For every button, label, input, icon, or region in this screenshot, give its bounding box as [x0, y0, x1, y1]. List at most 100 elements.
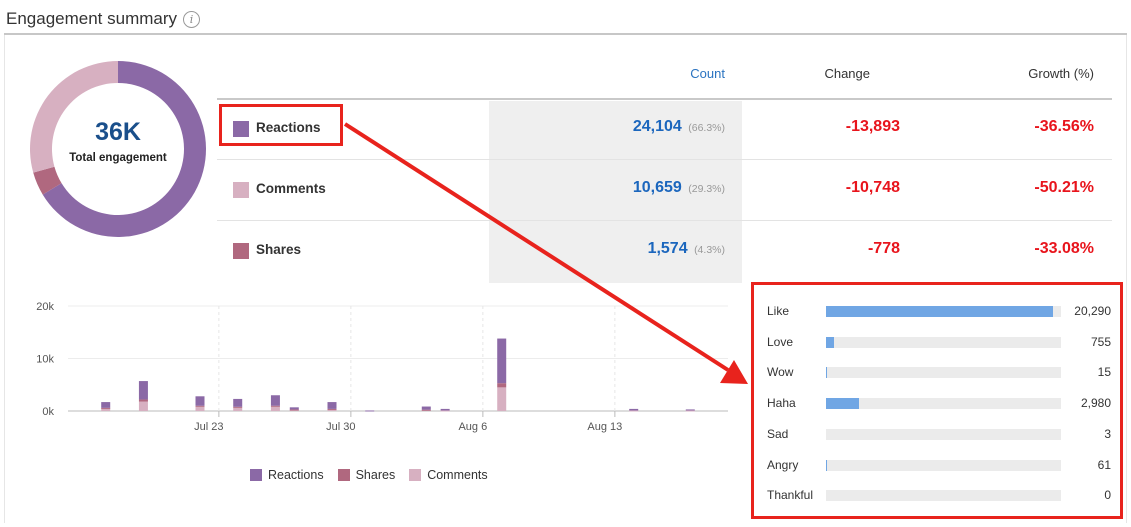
legend-item-comments[interactable]: Comments: [409, 468, 488, 482]
bar-shares[interactable]: [421, 409, 431, 411]
bar-reactions[interactable]: [138, 381, 148, 400]
bar-comments[interactable]: [138, 401, 148, 411]
reaction-bar-track: [826, 336, 1061, 348]
reaction-label: Like: [767, 304, 790, 318]
reaction-bar-track: [826, 459, 1061, 471]
bar-shares[interactable]: [327, 408, 337, 410]
legend-item-shares[interactable]: Shares: [337, 468, 395, 482]
y-tick-label: 20k: [36, 301, 54, 313]
bar-reactions[interactable]: [497, 338, 507, 384]
bar-comments[interactable]: [233, 407, 243, 411]
row-count-value: 24,104: [632, 118, 682, 135]
reaction-label: Sad: [767, 426, 789, 441]
reaction-bar-track: [826, 306, 1061, 317]
total-engagement-value: 36K: [95, 118, 141, 146]
info-icon[interactable]: i: [183, 10, 201, 28]
bar-shares[interactable]: [270, 405, 280, 407]
row-label: Shares: [256, 242, 302, 257]
row-change: -778: [867, 240, 900, 257]
legend-label: Comments: [427, 468, 488, 482]
reaction-label: Haha: [767, 396, 796, 411]
bar-reactions[interactable]: [327, 402, 337, 409]
row-divider: [217, 220, 1112, 221]
header-divider: [4, 33, 1127, 35]
total-engagement-label: Total engagement: [69, 152, 167, 164]
y-tick-label: 10k: [36, 354, 54, 366]
bar-comments[interactable]: [440, 410, 450, 412]
row-count-value: 10,659: [632, 179, 682, 196]
bar-comments[interactable]: [629, 410, 639, 412]
reaction-bar-track: [826, 490, 1061, 502]
reaction-bar-track: [826, 428, 1061, 440]
bar-reactions[interactable]: [421, 406, 431, 410]
legend-swatch-reactions: [250, 469, 262, 481]
reaction-label: Wow: [767, 365, 794, 380]
bar-shares[interactable]: [101, 407, 111, 409]
bar-shares[interactable]: [497, 383, 507, 388]
section-header: Engagement summary i: [6, 6, 201, 32]
reaction-value: 20,290: [1074, 304, 1111, 318]
reaction-value: 0: [1104, 488, 1111, 503]
table-row-shares[interactable]: Shares 1,574 (4.3%) -778 -33.08%: [217, 222, 1112, 282]
reaction-label: Love: [767, 334, 794, 349]
row-count: 1,574 (4.3%): [648, 240, 725, 258]
section-title: Engagement summary: [6, 9, 178, 28]
bar-reactions[interactable]: [101, 402, 111, 408]
change-header[interactable]: Change: [824, 66, 870, 81]
bar-shares[interactable]: [289, 409, 299, 411]
row-change: -13,893: [845, 118, 900, 135]
reaction-label: Thankful: [767, 488, 814, 503]
reaction-row-like: Like 20,290: [767, 301, 1111, 321]
reaction-label: Angry: [767, 457, 799, 472]
bar-reactions[interactable]: [195, 396, 205, 406]
bar-comments[interactable]: [101, 408, 111, 411]
reaction-bar-fill: [826, 398, 860, 410]
bar-comments[interactable]: [327, 409, 337, 411]
y-tick-label: 0k: [42, 406, 54, 418]
bar-reactions[interactable]: [629, 408, 639, 411]
table-row-comments[interactable]: Comments 10,659 (29.3%) -10,748 -50.21%: [217, 161, 1112, 221]
row-count-value: 1,574: [647, 240, 688, 257]
row-count-pct: (4.3%): [694, 244, 725, 256]
bar-comments[interactable]: [497, 387, 507, 411]
x-tick-label: Jul 30: [326, 421, 355, 433]
reaction-row-wow: Wow 15: [767, 362, 1111, 382]
reaction-row-love: Love 755: [767, 332, 1111, 352]
table-header-divider: [217, 98, 1112, 100]
reaction-value: 61: [1097, 457, 1111, 472]
bar-shares[interactable]: [233, 406, 243, 408]
x-tick-label: Jul 23: [194, 421, 223, 433]
row-growth: -36.56%: [1034, 118, 1094, 135]
row-divider: [217, 159, 1112, 160]
engagement-bar-chart: 0k 10k 20k Jul 23 Jul 30 Aug 6 Aug 13: [36, 301, 728, 433]
bar-reactions[interactable]: [440, 408, 450, 411]
bar-shares[interactable]: [195, 405, 205, 407]
bar-comments[interactable]: [270, 406, 280, 411]
bar-reactions[interactable]: [289, 407, 299, 410]
legend-item-reactions[interactable]: Reactions: [250, 468, 324, 482]
count-header[interactable]: Count: [690, 66, 725, 81]
reaction-bar-track: [826, 367, 1061, 379]
bar-reactions[interactable]: [685, 409, 695, 411]
bar-comments[interactable]: [685, 410, 695, 412]
reactions-swatch: [233, 121, 249, 137]
chart-legend: Reactions Shares Comments: [250, 468, 488, 482]
reactions-breakdown-highlight-box: [751, 282, 1123, 519]
table-row-reactions[interactable]: Reactions 24,104 (66.3%) -13,893 -36.56%: [217, 100, 1112, 160]
donut-slice-comments[interactable]: [29, 61, 118, 173]
bar-reactions[interactable]: [365, 410, 375, 412]
bar-reactions[interactable]: [270, 395, 280, 406]
row-label: Reactions: [256, 120, 321, 135]
bar-reactions[interactable]: [233, 398, 243, 407]
reaction-value: 3: [1104, 426, 1111, 441]
row-change: -10,748: [845, 179, 900, 196]
row-count: 10,659 (29.3%): [633, 179, 725, 197]
donut-slice-shares[interactable]: [33, 166, 62, 195]
reaction-bar-fill: [826, 459, 827, 471]
reactions-highlight-box: [219, 104, 343, 146]
growth-header[interactable]: Growth (%): [1028, 66, 1094, 81]
reaction-row-thankful: Thankful 0: [767, 485, 1111, 505]
bar-comments[interactable]: [195, 406, 205, 411]
x-tick-label: Aug 6: [458, 421, 487, 433]
bar-shares[interactable]: [138, 399, 148, 402]
